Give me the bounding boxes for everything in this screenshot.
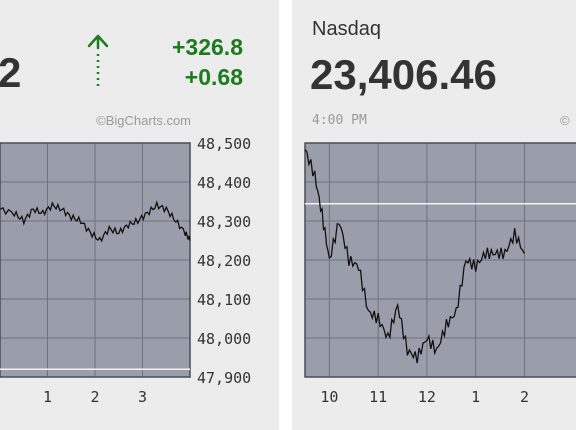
bigcharts-credit: ©BigCharts.com <box>96 113 191 128</box>
y-tick-label: 47,900 <box>197 369 251 387</box>
y-tick-label: 48,400 <box>197 174 251 192</box>
plot-border <box>304 142 576 378</box>
nasdaq-intraday-chart: 10 11 12 1 2 <box>304 142 576 406</box>
price-line <box>304 149 526 364</box>
x-tick-label: 2 <box>90 388 99 406</box>
x-tick-label: 2 <box>520 388 529 406</box>
dow-price: 2 <box>0 49 22 96</box>
x-axis-labels: 10 11 12 1 2 <box>320 388 529 406</box>
x-axis-labels: 1 2 3 <box>43 388 147 406</box>
left-quote-panel: 2 +326.8 +0.68 ©BigCharts.com 48,500 48,4… <box>0 0 279 430</box>
x-tick-label: 1 <box>471 388 480 406</box>
dow-change-percent: +0.68 <box>184 64 243 90</box>
y-tick-label: 48,000 <box>197 330 251 348</box>
grid-lines <box>0 142 191 378</box>
x-tick-label: 1 <box>43 388 52 406</box>
bigcharts-credit: © <box>560 113 570 128</box>
grid-lines <box>304 142 576 378</box>
y-tick-label: 48,300 <box>197 213 251 231</box>
nasdaq-price: 23,406.46 <box>310 51 497 98</box>
plot-border <box>0 142 191 378</box>
arrow-up-icon <box>87 34 109 86</box>
x-tick-label: 11 <box>369 388 387 406</box>
index-name: Nasdaq <box>312 18 381 40</box>
y-tick-label: 48,200 <box>197 252 251 270</box>
dow-change-points: +326.8 <box>172 34 243 60</box>
y-axis-labels: 48,500 48,400 48,300 48,200 48,100 48,000 47,9… <box>197 135 251 387</box>
y-tick-label: 48,500 <box>197 135 251 153</box>
timestamp: 4:00 PM <box>312 113 367 128</box>
y-tick-label: 48,100 <box>197 291 251 309</box>
price-line <box>0 200 191 243</box>
x-tick-label: 3 <box>138 388 147 406</box>
x-tick-label: 10 <box>320 388 338 406</box>
dow-intraday-chart: 48,500 48,400 48,300 48,200 48,100 48,000 47,9… <box>0 135 251 406</box>
right-quote-panel: Nasdaq 23,406.46 4:00 PM © 10 11 12 1 2 <box>292 0 576 430</box>
x-tick-label: 12 <box>418 388 436 406</box>
